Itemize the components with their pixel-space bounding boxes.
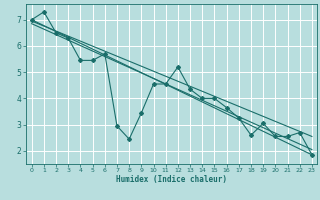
X-axis label: Humidex (Indice chaleur): Humidex (Indice chaleur) <box>116 175 227 184</box>
